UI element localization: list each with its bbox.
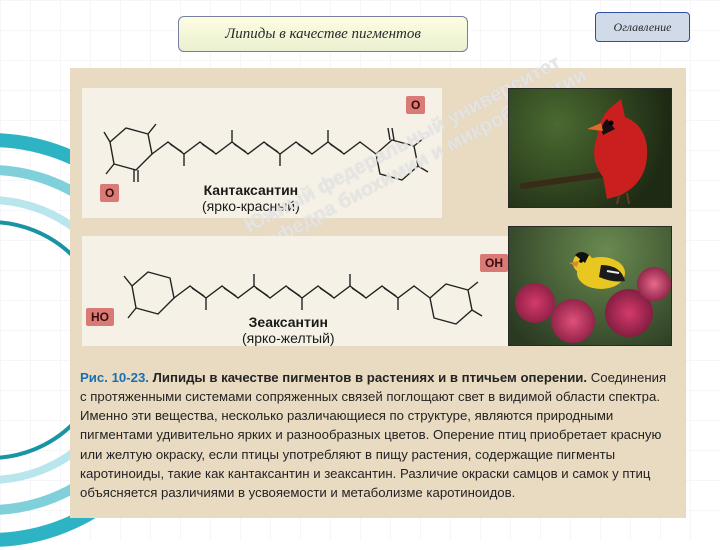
toc-label: Оглавление (614, 20, 672, 35)
slide-title: Липиды в качестве пигментов (178, 16, 468, 52)
structure-canthaxanthin: O O Кантаксантин (ярко-красный) (82, 88, 442, 218)
photo-cardinal (508, 88, 672, 208)
atom-label-ho: HO (86, 308, 114, 326)
slide-title-text: Липиды в качестве пигментов (225, 26, 421, 43)
atom-label-o-right: O (406, 96, 425, 114)
toc-button[interactable]: Оглавление (595, 12, 690, 42)
photo-goldfinch (508, 226, 672, 346)
canthaxanthin-name: Кантаксантин (204, 182, 299, 198)
figure-panel: O O Кантаксантин (ярко-красный) Южный фе… (70, 68, 686, 518)
atom-label-oh: OH (480, 254, 508, 272)
caption-body: Соединения с протяженными системами сопр… (80, 370, 666, 500)
zeaxanthin-color: (ярко-желтый) (242, 330, 335, 346)
atom-label-o-left: O (100, 184, 119, 202)
structure-zeaxanthin: HO OH Зеаксантин (ярко-желтый) (82, 236, 522, 346)
figure-caption: Рис. 10-23. Липиды в качестве пигментов … (80, 368, 674, 502)
canthaxanthin-color: (ярко-красный) (202, 198, 300, 214)
zeaxanthin-name: Зеаксантин (249, 314, 328, 330)
caption-lead: Липиды в качестве пигментов в растениях … (149, 370, 587, 385)
caption-number: Рис. 10-23. (80, 370, 149, 385)
